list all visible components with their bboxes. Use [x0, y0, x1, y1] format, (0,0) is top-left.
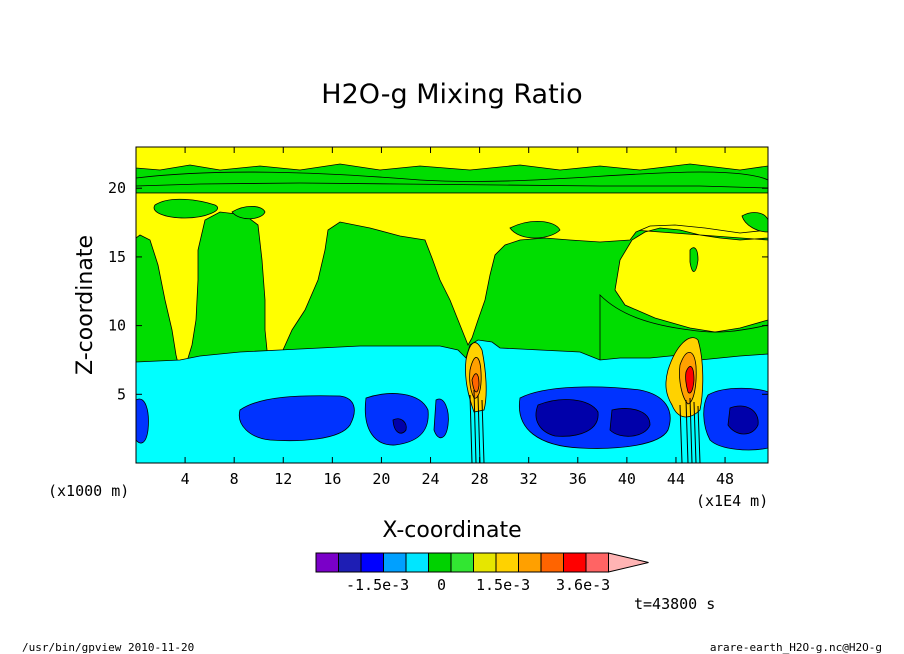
x-tick-label: 48	[716, 470, 734, 488]
x-tick-label: 16	[323, 470, 341, 488]
colorbar-swatch	[338, 552, 362, 573]
x-axis-title: X-coordinate	[382, 518, 521, 543]
x-tick-label: 28	[471, 470, 489, 488]
region-yellow-top	[136, 147, 768, 171]
colorbar-tick-1: -1.5e-3	[346, 576, 409, 594]
x-axis-ticks: 4 8 12 16 20 24 28 32 36 40 44 48	[181, 147, 734, 488]
y-tick-label: 20	[108, 179, 126, 197]
colorbar-swatch	[518, 552, 542, 573]
x-tick-label: 40	[618, 470, 636, 488]
chart-title: H2O-g Mixing Ratio	[321, 79, 582, 110]
colorbar-swatch	[428, 552, 452, 573]
colorbar-tick-2: 0	[437, 576, 446, 594]
colorbar-swatch	[563, 552, 587, 573]
x-tick-label: 44	[667, 470, 685, 488]
colorbar-tick-3: 1.5e-3	[476, 576, 530, 594]
plot-area	[135, 146, 769, 464]
footer-left: /usr/bin/gpview 2010-11-20	[22, 641, 194, 654]
x-tick-label: 8	[230, 470, 239, 488]
colorbar-tick-4: 3.6e-3	[556, 576, 610, 594]
y-tick-label: 5	[117, 385, 126, 403]
colorbar-swatch	[360, 552, 384, 573]
x-tick-label: 4	[181, 470, 190, 488]
y-axis-title: Z-coordinate	[73, 235, 98, 375]
colorbar-swatch	[585, 552, 609, 573]
colorbar-swatch	[540, 552, 564, 573]
colorbar-swatch	[473, 552, 497, 573]
x-tick-label: 12	[274, 470, 292, 488]
colorbar-swatch	[495, 552, 519, 573]
footer-right: arare-earth_H2O-g.nc@H2O-g	[710, 641, 882, 654]
x-tick-label: 32	[520, 470, 538, 488]
colorbar-swatch	[383, 552, 407, 573]
time-label: t=43800 s	[634, 595, 715, 613]
y-axis-ticks: 5 10 15 20	[108, 179, 768, 403]
x-tick-label: 20	[372, 470, 390, 488]
colorbar-arrow	[608, 552, 649, 573]
colorbar-swatch	[450, 552, 474, 573]
x-unit-label: (x1000 m)	[48, 482, 129, 500]
colorbar-swatch	[405, 552, 429, 573]
x-tick-label: 36	[569, 470, 587, 488]
x-tick-label: 24	[421, 470, 439, 488]
y-tick-label: 10	[108, 317, 126, 335]
colorbar	[315, 552, 649, 573]
x-scale-note: (x1E4 m)	[696, 492, 768, 510]
colorbar-swatch	[315, 552, 339, 573]
region-blue	[238, 395, 355, 442]
y-tick-label: 15	[108, 248, 126, 266]
